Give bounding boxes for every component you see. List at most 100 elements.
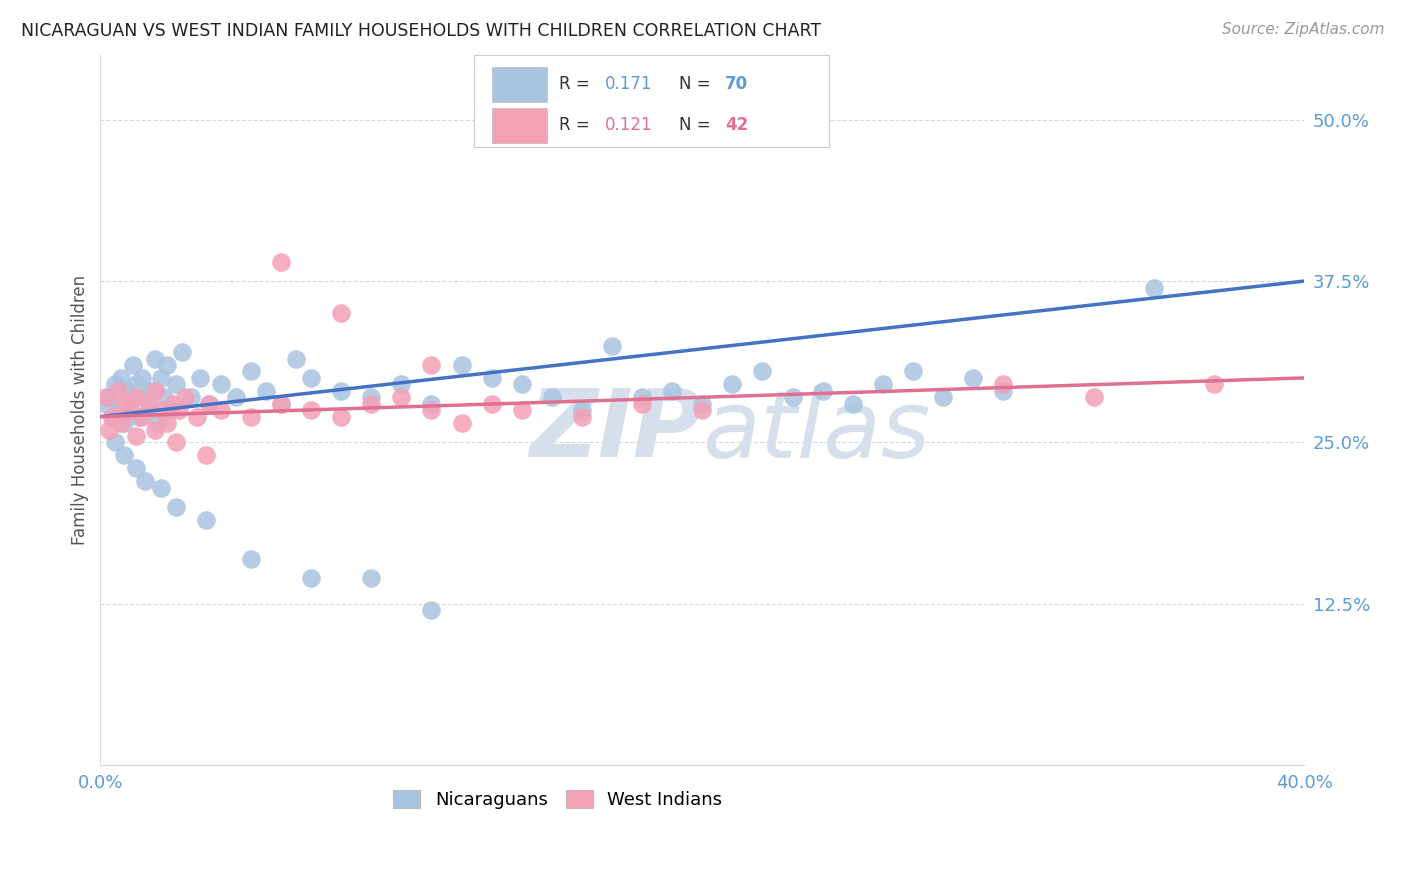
Point: [782, 390, 804, 404]
Point: [122, 358, 145, 372]
Point: [112, 416, 135, 430]
Point: [125, 429, 148, 443]
Point: [932, 390, 955, 404]
Legend: Nicaraguans, West Indians: Nicaraguans, West Indians: [387, 783, 730, 816]
Point: [110, 371, 132, 385]
Point: [134, 474, 156, 488]
Point: [138, 397, 160, 411]
Point: [96, 397, 118, 411]
Point: [186, 409, 208, 424]
Point: [330, 306, 353, 320]
Point: [389, 377, 412, 392]
Point: [209, 403, 232, 417]
Point: [107, 384, 129, 398]
Point: [481, 371, 503, 385]
Point: [194, 513, 217, 527]
Point: [571, 409, 593, 424]
Point: [101, 409, 124, 424]
Point: [155, 416, 177, 430]
Text: Source: ZipAtlas.com: Source: ZipAtlas.com: [1222, 22, 1385, 37]
Point: [131, 409, 153, 424]
Point: [239, 364, 262, 378]
Point: [159, 403, 181, 417]
Point: [138, 403, 160, 417]
Point: [330, 409, 353, 424]
Text: N =: N =: [679, 116, 716, 134]
FancyBboxPatch shape: [474, 55, 828, 147]
Point: [125, 390, 148, 404]
Text: ZIP: ZIP: [530, 385, 702, 477]
Point: [197, 397, 219, 411]
Point: [120, 397, 142, 411]
Point: [225, 390, 247, 404]
Point: [993, 384, 1015, 398]
Point: [120, 403, 142, 417]
Point: [962, 371, 984, 385]
Point: [117, 384, 139, 398]
Point: [450, 416, 472, 430]
Point: [360, 390, 382, 404]
Point: [149, 403, 172, 417]
Y-axis label: Family Households with Children: Family Households with Children: [72, 275, 89, 545]
Point: [270, 397, 292, 411]
Point: [125, 377, 148, 392]
Point: [141, 384, 163, 398]
Point: [811, 384, 834, 398]
Point: [510, 403, 533, 417]
FancyBboxPatch shape: [492, 67, 547, 102]
Point: [270, 397, 292, 411]
Text: R =: R =: [560, 75, 595, 94]
Point: [239, 551, 262, 566]
Point: [125, 461, 148, 475]
Text: R =: R =: [560, 116, 595, 134]
Point: [170, 345, 193, 359]
Point: [155, 358, 177, 372]
Point: [842, 397, 865, 411]
Point: [131, 371, 153, 385]
Point: [128, 409, 150, 424]
Text: 70: 70: [725, 75, 748, 94]
Text: 42: 42: [725, 116, 748, 134]
Point: [993, 377, 1015, 392]
Point: [112, 448, 135, 462]
Text: atlas: atlas: [702, 386, 931, 477]
Point: [571, 403, 593, 417]
Point: [420, 603, 443, 617]
Point: [101, 409, 124, 424]
Point: [143, 351, 166, 366]
Point: [690, 403, 713, 417]
Text: NICARAGUAN VS WEST INDIAN FAMILY HOUSEHOLDS WITH CHILDREN CORRELATION CHART: NICARAGUAN VS WEST INDIAN FAMILY HOUSEHO…: [21, 22, 821, 40]
Point: [104, 377, 127, 392]
Point: [600, 338, 623, 352]
Point: [1202, 377, 1225, 392]
Point: [165, 377, 187, 392]
Point: [389, 390, 412, 404]
Point: [143, 423, 166, 437]
Point: [112, 397, 135, 411]
Point: [98, 390, 121, 404]
Point: [540, 390, 562, 404]
Point: [173, 390, 195, 404]
Point: [631, 397, 654, 411]
Point: [165, 500, 187, 514]
Point: [420, 358, 443, 372]
Point: [149, 371, 172, 385]
Point: [721, 377, 744, 392]
Point: [146, 416, 169, 430]
Point: [194, 448, 217, 462]
Point: [197, 397, 219, 411]
Text: N =: N =: [679, 75, 716, 94]
Text: 0.121: 0.121: [605, 116, 652, 134]
Point: [209, 377, 232, 392]
Point: [901, 364, 924, 378]
Point: [285, 351, 308, 366]
Point: [165, 435, 187, 450]
Point: [690, 397, 713, 411]
FancyBboxPatch shape: [492, 108, 547, 143]
Point: [299, 371, 322, 385]
Point: [661, 384, 683, 398]
Point: [420, 397, 443, 411]
Point: [270, 254, 292, 268]
Point: [98, 423, 121, 437]
Point: [104, 435, 127, 450]
